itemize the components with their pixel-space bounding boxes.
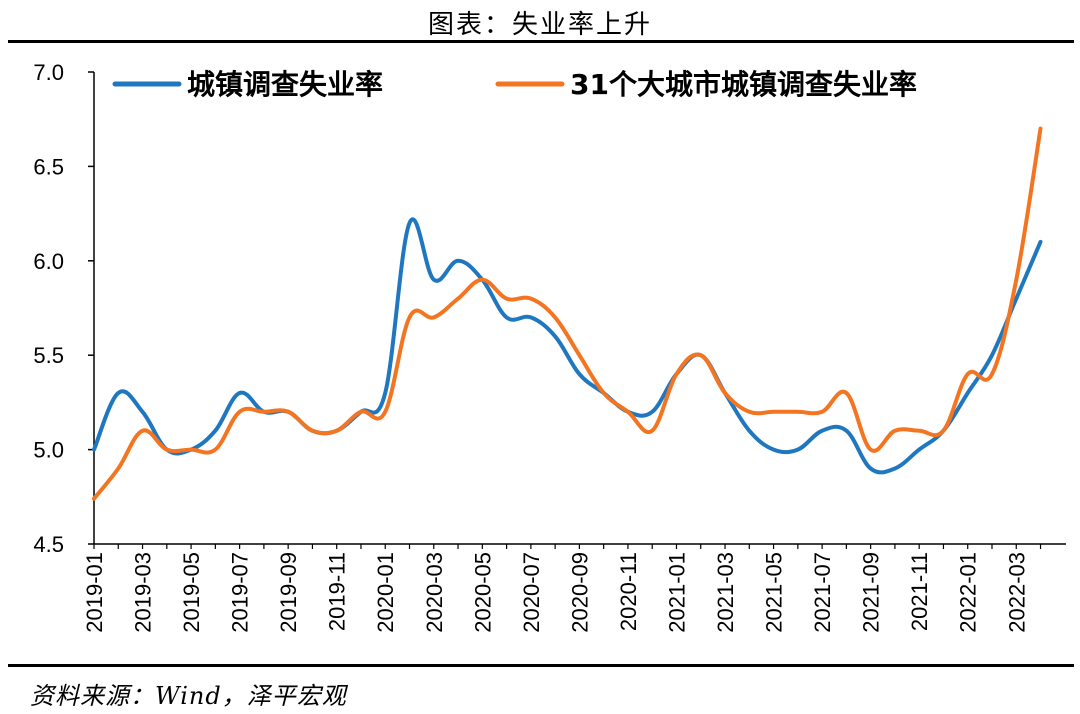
- chart-title: 图表：失业率上升: [427, 10, 652, 40]
- y-tick-label: 6.5: [33, 154, 64, 179]
- x-tick-label: 2019-09: [276, 552, 301, 633]
- x-tick-label: 2020-07: [519, 552, 544, 633]
- legend: 城镇调查失业率 31个大城市城镇调查失业率: [112, 68, 917, 101]
- series-line-0: [92, 217, 1043, 475]
- x-tick-label: 2021-11: [907, 552, 932, 631]
- legend-label-0: 城镇调查失业率: [187, 68, 383, 101]
- x-tick-label: 2021-05: [762, 552, 787, 633]
- top-rule: [8, 40, 1074, 43]
- x-tick-label: 2020-05: [470, 552, 495, 633]
- legend-label-1: 31个大城市城镇调查失业率: [570, 68, 917, 101]
- x-tick-label: 2022-01: [956, 552, 981, 633]
- bottom-rule: [8, 664, 1074, 667]
- x-tick-label: 2021-07: [810, 552, 835, 633]
- series-group: [92, 126, 1043, 501]
- x-tick-label: 2021-09: [859, 552, 884, 633]
- axes: 4.5 5.0 5.5 6.0 6.5 7.0 2019-01 2019-03 2019-05 2…: [33, 60, 1066, 633]
- x-tick-label: 2021-01: [664, 552, 689, 633]
- x-tick-label: 2020-11: [616, 552, 641, 631]
- x-tick-label: 2020-03: [422, 552, 447, 633]
- x-tick-label: 2019-03: [131, 552, 156, 633]
- y-tick-label: 7.0: [33, 60, 64, 85]
- x-tick-label: 2019-11: [325, 552, 350, 631]
- x-tick-label: 2019-01: [82, 552, 107, 633]
- y-tick-label: 5.5: [33, 343, 64, 368]
- x-tick-label: 2020-01: [373, 552, 398, 633]
- source-note: 资料来源：Wind，泽平宏观: [30, 682, 347, 710]
- x-tick-label: 2019-05: [179, 552, 204, 633]
- y-tick-label: 6.0: [33, 249, 64, 274]
- series-line-1: [92, 126, 1043, 501]
- x-tick-label: 2019-07: [228, 552, 253, 633]
- y-tick-label: 5.0: [33, 438, 64, 463]
- x-tick-label: 2022-03: [1004, 552, 1029, 633]
- y-tick-label: 4.5: [33, 532, 64, 557]
- x-tick-label: 2020-09: [567, 552, 592, 633]
- x-tick-label: 2021-03: [713, 552, 738, 633]
